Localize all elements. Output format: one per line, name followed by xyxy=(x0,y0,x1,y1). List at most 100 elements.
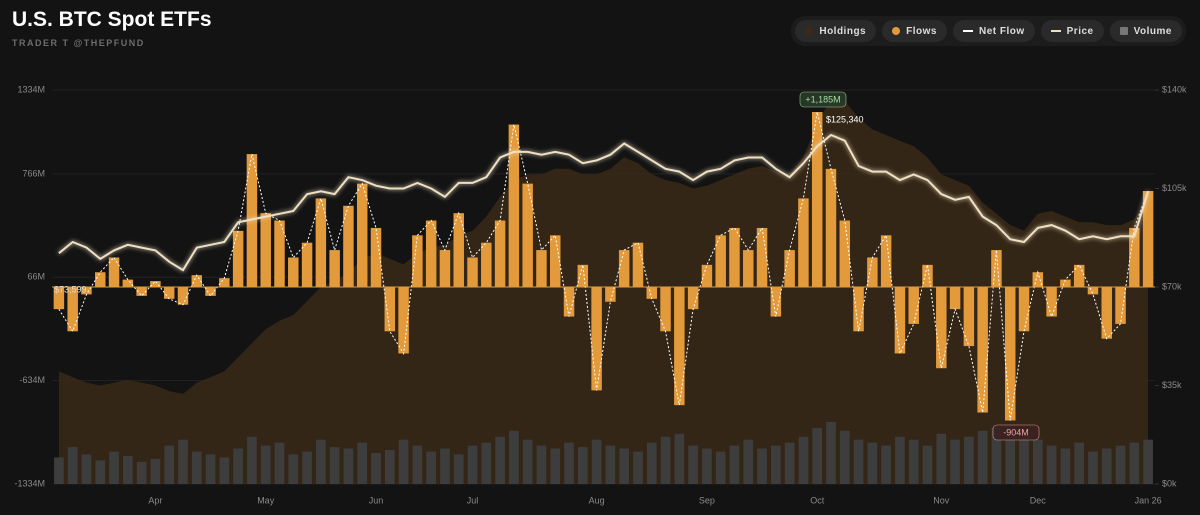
flow-bar xyxy=(481,242,492,287)
volume-bar xyxy=(467,445,478,484)
volume-bar xyxy=(591,439,602,484)
y-tick-label: 66M xyxy=(27,272,45,282)
x-tick-label: Apr xyxy=(148,495,162,505)
volume-bar xyxy=(178,439,188,484)
volume-bar xyxy=(481,442,492,484)
volume-bar xyxy=(895,436,905,484)
volume-bar xyxy=(384,450,395,484)
volume-bar xyxy=(1019,436,1029,484)
flow-bar xyxy=(384,287,396,332)
annotation-box xyxy=(992,424,1040,441)
flow-bar xyxy=(494,220,506,287)
x-tick-label: Jun xyxy=(369,495,384,505)
flow-bar xyxy=(605,287,616,302)
legend-item[interactable]: Net Flow xyxy=(952,20,1035,42)
flow-bar xyxy=(274,220,285,287)
flow-bar xyxy=(467,257,478,287)
flow-bar xyxy=(1142,191,1154,287)
flow-bar xyxy=(715,235,726,287)
flow-bar xyxy=(660,287,671,332)
volume-bar xyxy=(605,445,616,484)
flow-bar xyxy=(991,250,1002,287)
flow-bar xyxy=(839,220,851,287)
x-tick-label: Jan 26 xyxy=(1135,495,1162,505)
volume-bar xyxy=(522,439,533,484)
y2-tick-label: $35k xyxy=(1162,380,1182,390)
volume-bar xyxy=(771,445,781,484)
y-tick-label: 766M xyxy=(22,168,45,178)
flow-bar xyxy=(67,287,78,332)
flow-bar xyxy=(191,275,203,287)
legend-item[interactable]: Price xyxy=(1040,20,1104,42)
volume-bar xyxy=(357,442,368,484)
flow-bar xyxy=(1115,287,1126,324)
flow-bar xyxy=(522,183,533,287)
volume-bar xyxy=(329,447,340,484)
volume-bar xyxy=(1074,442,1084,484)
volume-bar xyxy=(1060,448,1071,484)
volume-bar xyxy=(674,433,685,484)
volume-bar xyxy=(495,436,505,484)
volume-bar xyxy=(922,445,933,484)
flow-bar xyxy=(260,213,271,287)
volume-bar xyxy=(247,436,257,484)
volume-bar xyxy=(233,448,243,484)
volume-bar xyxy=(260,445,271,484)
volume-bar xyxy=(812,427,823,484)
volume-bar xyxy=(371,452,381,484)
legend-item[interactable]: Holdings xyxy=(795,20,877,42)
flow-bar xyxy=(729,227,740,287)
annotation-box xyxy=(799,91,847,108)
flow-bar xyxy=(232,230,244,287)
flow-bar xyxy=(1129,227,1140,287)
flow-bar xyxy=(219,278,230,287)
volume-bar xyxy=(219,457,230,484)
flow-bar xyxy=(370,227,382,287)
volume-bar xyxy=(123,455,133,484)
flow-bar xyxy=(977,287,988,413)
flow-bar xyxy=(315,198,327,287)
volume-bar xyxy=(619,448,630,484)
flow-bar xyxy=(246,154,258,287)
flow-bar xyxy=(53,287,65,310)
legend-icon xyxy=(805,27,814,35)
volume-bar xyxy=(453,454,464,484)
flow-bar xyxy=(177,287,189,305)
volume-bar xyxy=(412,445,423,484)
flow-bar xyxy=(563,287,575,317)
legend-item[interactable]: Flows xyxy=(882,20,947,42)
flow-bar xyxy=(756,227,768,287)
flow-bar xyxy=(936,287,947,369)
chart-subtitle: TRADER T @THEPFUND xyxy=(12,38,145,48)
annotation: -904M xyxy=(1003,427,1029,437)
volume-bar xyxy=(977,430,988,484)
flow-bar xyxy=(163,287,175,299)
volume-bar xyxy=(577,447,588,484)
volume-bar xyxy=(798,436,809,484)
flow-bar xyxy=(301,242,313,287)
legend-item[interactable]: Volume xyxy=(1109,20,1182,42)
volume-bar xyxy=(839,430,850,484)
volume-bar xyxy=(853,439,864,484)
flow-bar xyxy=(412,235,423,287)
flow-bar xyxy=(1087,287,1099,295)
flow-bar xyxy=(536,250,547,287)
price-line xyxy=(58,133,1150,272)
volume-bar xyxy=(54,457,64,484)
flow-bar xyxy=(1018,287,1030,332)
flow-bar xyxy=(646,287,657,299)
volume-bar xyxy=(191,451,202,484)
volume-bar xyxy=(991,427,1002,484)
volume-bar xyxy=(1115,445,1126,484)
flow-bar xyxy=(908,287,919,324)
flow-bar xyxy=(867,257,878,287)
x-tick-label: Oct xyxy=(810,495,825,505)
volume-bar xyxy=(646,442,657,484)
legend-icon xyxy=(1050,30,1061,32)
flow-bar xyxy=(425,220,437,287)
x-tick-label: Sep xyxy=(699,495,715,505)
volume-bar xyxy=(205,454,216,484)
volume-bar xyxy=(136,461,147,484)
chart-title: U.S. BTC Spot ETFs xyxy=(12,8,212,31)
flow-bar xyxy=(1060,279,1071,287)
